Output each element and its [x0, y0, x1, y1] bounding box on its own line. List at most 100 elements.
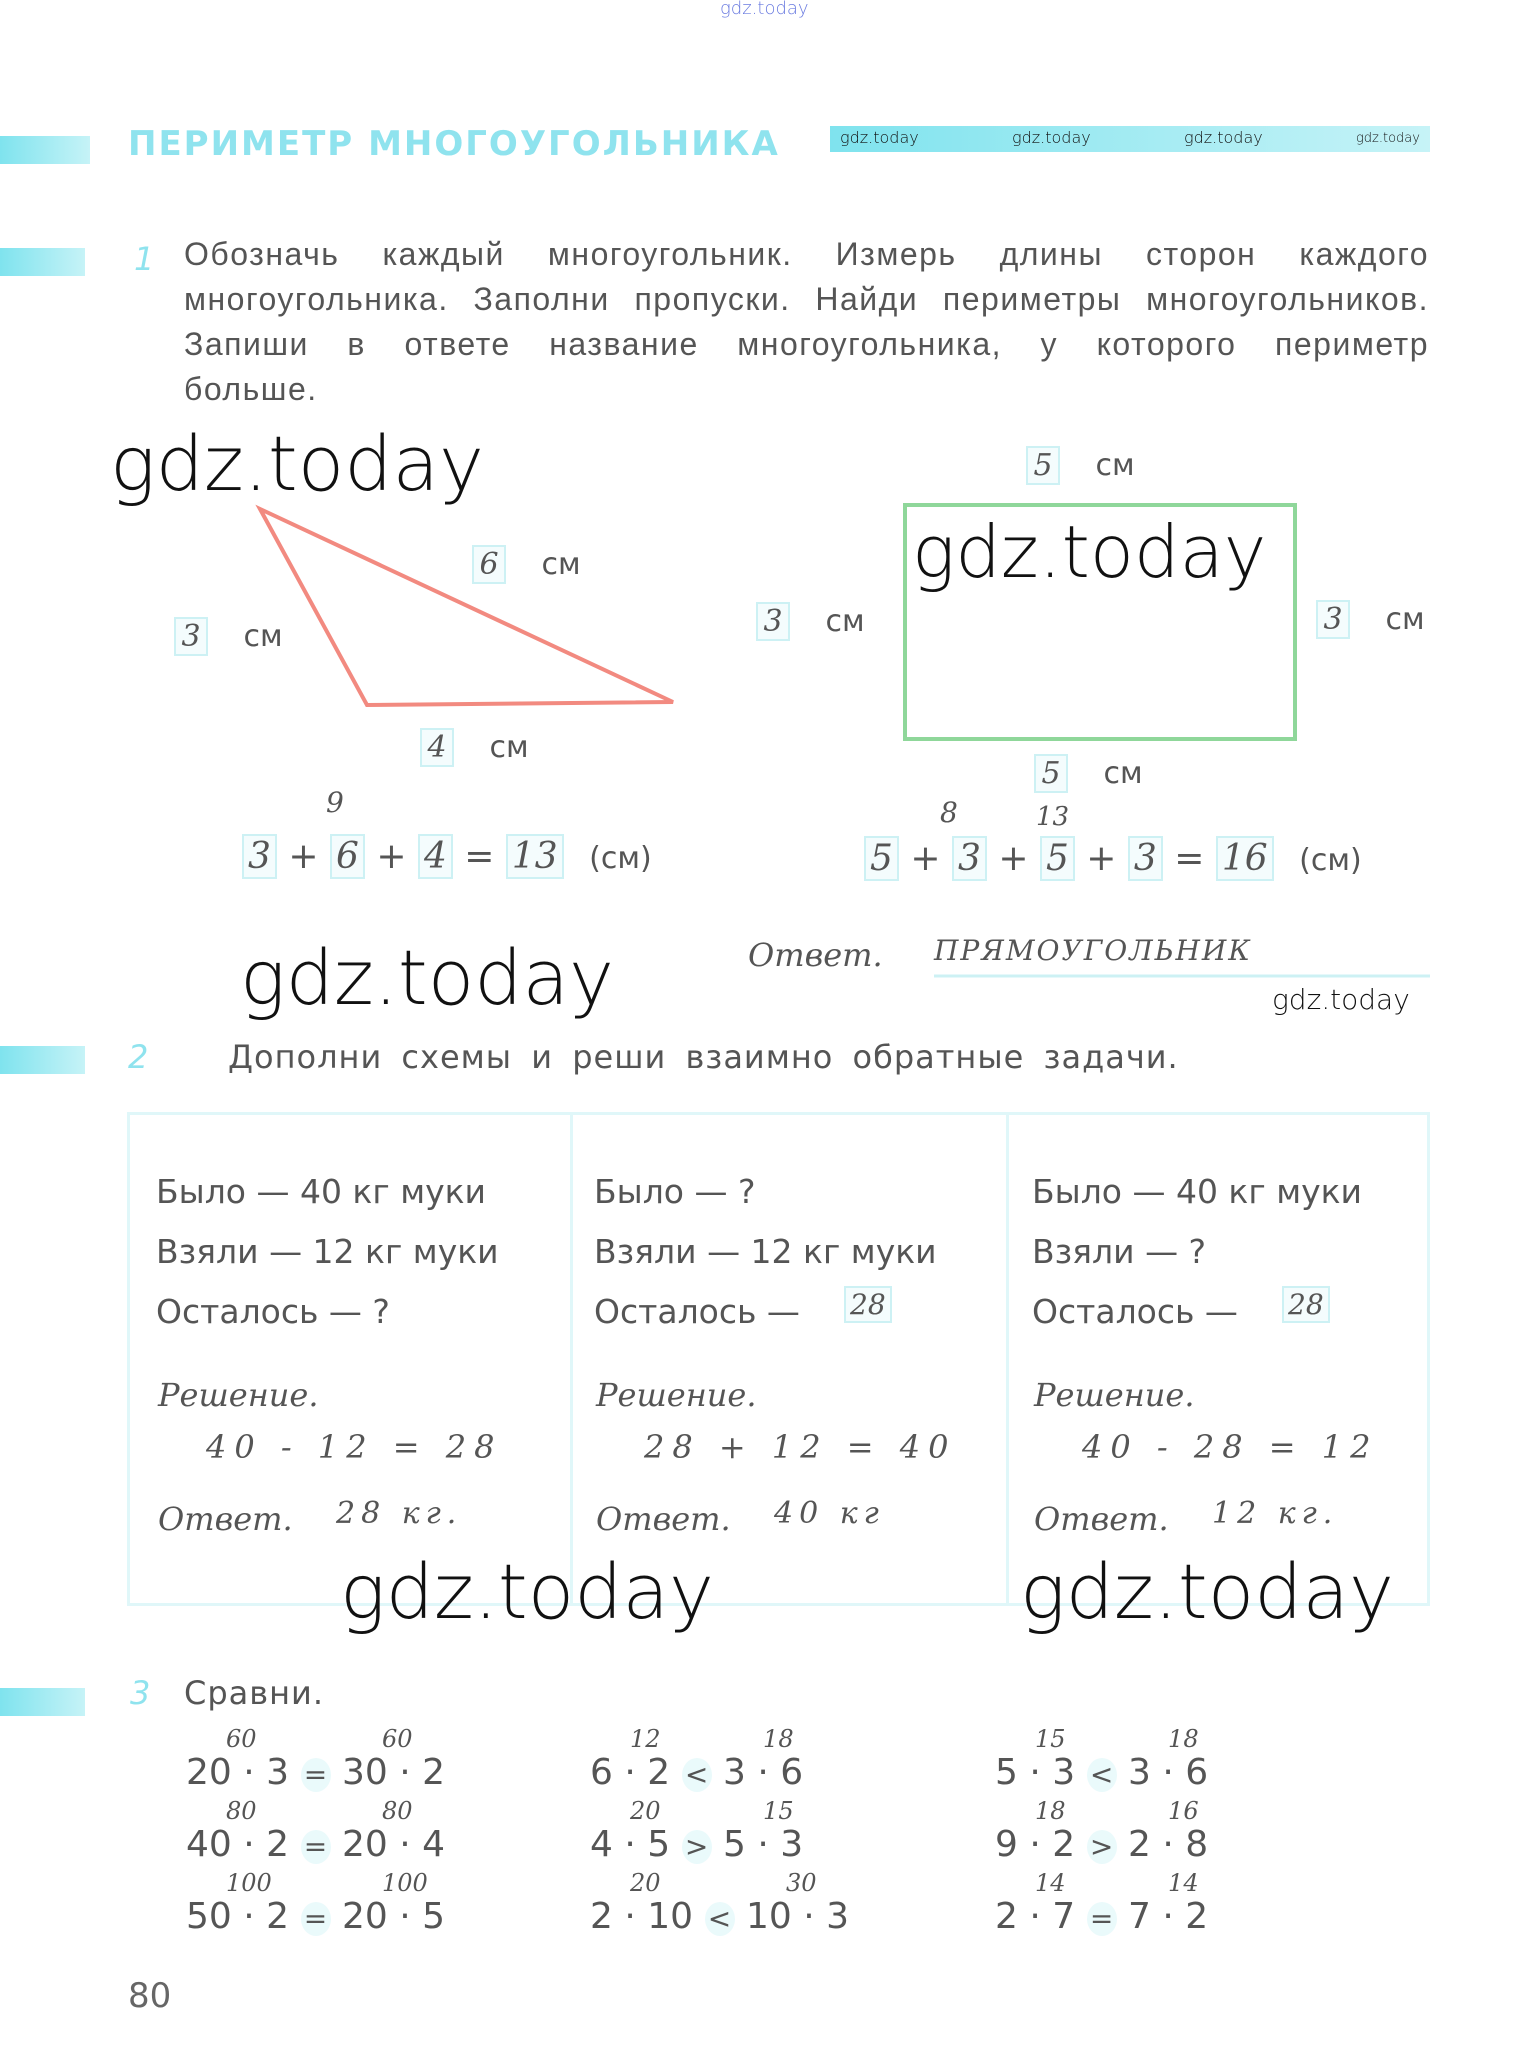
right-text: 3 · 6	[1128, 1752, 1209, 1793]
triangle	[255, 504, 674, 708]
comparison-row: 60 20 · 3 = 60 30 · 2	[186, 1726, 445, 1794]
left-expr: 100 50 · 2	[186, 1870, 290, 1937]
triangle-equation: 3 + 6 + 4 = 13 (см)	[242, 834, 652, 879]
comparison-sign[interactable]: <	[681, 1758, 712, 1792]
strip-watermark: gdz.today	[1356, 131, 1420, 146]
comparison-sign[interactable]: =	[300, 1758, 331, 1792]
left-text: 9 · 2	[995, 1824, 1076, 1865]
right-text: 5 · 3	[723, 1824, 804, 1865]
scheme-line: Осталось — ?	[156, 1292, 390, 1331]
solution-label: Решение.	[596, 1376, 757, 1414]
right-expr: 15 5 · 3	[723, 1798, 804, 1865]
comparison-row: 15 5 · 3 < 18 3 · 6	[995, 1726, 1209, 1794]
left-expr: 20 2 · 10	[590, 1870, 694, 1937]
comparison-sign[interactable]: >	[681, 1830, 712, 1864]
left-expr: 12 6 · 2	[590, 1726, 671, 1793]
right-text: 30 · 2	[341, 1752, 445, 1793]
partial-sum: 8	[940, 796, 958, 829]
right-expr: 18 3 · 6	[1128, 1726, 1209, 1793]
answer-label: Ответ.	[158, 1500, 293, 1538]
left-text: 5 · 3	[995, 1752, 1076, 1793]
watermark: gdz.today	[110, 419, 484, 508]
triangle-side-top: 6 см	[472, 545, 581, 584]
comparison-sign[interactable]: =	[300, 1902, 331, 1936]
left-text: 4 · 5	[590, 1824, 671, 1865]
task-number: 2	[128, 1038, 149, 1076]
left-value: 20	[630, 1797, 661, 1825]
right-value: 16	[1168, 1797, 1199, 1825]
right-expr: 80 20 · 4	[341, 1798, 445, 1865]
left-text: 2 · 7	[995, 1896, 1076, 1937]
scheme-line: Взяли — ?	[1032, 1232, 1207, 1271]
right-value: 100	[381, 1869, 428, 1897]
page-number: 80	[128, 1976, 172, 2016]
top-watermark: gdz.today	[720, 0, 809, 19]
solution-label: Решение.	[158, 1376, 319, 1414]
strip-watermark: gdz.today	[840, 128, 919, 147]
task2-schemes	[127, 1112, 1430, 1606]
right-text: 20 · 5	[341, 1896, 445, 1937]
left-value: 60	[226, 1725, 257, 1753]
comparison-sign[interactable]: =	[1086, 1902, 1117, 1936]
comparison-sign[interactable]: <	[704, 1902, 735, 1936]
left-expr: 18 9 · 2	[995, 1798, 1076, 1865]
comparison-row: 18 9 · 2 > 16 2 · 8	[995, 1798, 1209, 1866]
answer-value: 40 кг	[774, 1496, 885, 1531]
watermark: gdz.today	[1020, 1547, 1394, 1636]
page-title: ПЕРИМЕТР МНОГОУГОЛЬНИКА	[128, 124, 780, 164]
strip-watermark: gdz.today	[1184, 128, 1263, 147]
comparison-row: 12 6 · 2 < 18 3 · 6	[590, 1726, 803, 1794]
comparison-sign[interactable]: =	[300, 1830, 331, 1864]
right-expr: 30 10 · 3	[745, 1870, 849, 1937]
right-expr: 18 3 · 6	[723, 1726, 803, 1793]
left-text: 40 · 2	[186, 1824, 290, 1865]
task-number: 3	[130, 1674, 151, 1712]
right-value: 80	[381, 1797, 413, 1825]
left-text: 6 · 2	[590, 1752, 671, 1793]
watermark: gdz.today	[912, 510, 1267, 594]
left-text: 20 · 3	[186, 1752, 290, 1793]
right-text: 20 · 4	[341, 1824, 445, 1865]
task1-instructions: Обозначь каждый многоугольник. Измерь дл…	[184, 236, 1429, 407]
left-value: 20	[630, 1869, 661, 1897]
right-text: 10 · 3	[745, 1896, 849, 1937]
comparison-row: 80 40 · 2 = 80 20 · 4	[186, 1798, 445, 1866]
header-strip	[830, 126, 1430, 152]
scheme-line: Было — 40 кг муки	[1032, 1172, 1362, 1211]
task-accent-bar	[0, 1046, 85, 1074]
answer-label: Ответ.	[748, 936, 883, 974]
left-text: 2 · 10	[590, 1896, 694, 1937]
left-expr: 80 40 · 2	[186, 1798, 290, 1865]
right-text: 2 · 8	[1128, 1824, 1209, 1865]
triangle-side-left: 3 см	[174, 617, 283, 656]
comparison-row: 100 50 · 2 = 100 20 · 5	[186, 1870, 445, 1938]
rect-side-bottom: 5 см	[1034, 754, 1143, 793]
comparison-sign[interactable]: <	[1086, 1758, 1117, 1792]
comparison-sign[interactable]: >	[1086, 1830, 1117, 1864]
right-expr: 60 30 · 2	[341, 1726, 445, 1793]
solution: 40 - 12 = 28	[206, 1428, 503, 1466]
left-value: 15	[1035, 1725, 1066, 1753]
filled-value: 28	[844, 1286, 892, 1323]
comparison-row: 20 2 · 10 < 30 10 · 3	[590, 1870, 849, 1938]
solution: 40 - 28 = 12	[1082, 1428, 1379, 1466]
solution-label: Решение.	[1034, 1376, 1195, 1414]
title-accent-bar	[0, 136, 90, 164]
scheme-line: Взяли — 12 кг муки	[156, 1232, 499, 1271]
rect-side-top: 5 см	[1026, 446, 1135, 485]
right-value: 15	[763, 1797, 794, 1825]
right-value: 14	[1168, 1869, 1199, 1897]
left-text: 50 · 2	[186, 1896, 290, 1937]
rectangle-equation: 5 + 3 + 5 + 3 = 16 (см)	[864, 836, 1362, 881]
left-value: 100	[226, 1869, 272, 1897]
left-value: 80	[226, 1797, 257, 1825]
left-expr: 14 2 · 7	[995, 1870, 1076, 1937]
right-expr: 16 2 · 8	[1128, 1798, 1209, 1865]
divider	[570, 1115, 573, 1603]
answer-label: Ответ.	[1034, 1500, 1169, 1538]
comparison-row: 20 4 · 5 > 15 5 · 3	[590, 1798, 804, 1866]
scheme-line: Было — ?	[594, 1172, 756, 1211]
scheme-line: Было — 40 кг муки	[156, 1172, 486, 1211]
right-expr: 14 7 · 2	[1128, 1870, 1208, 1937]
rect-side-left: 3 см	[756, 602, 865, 641]
